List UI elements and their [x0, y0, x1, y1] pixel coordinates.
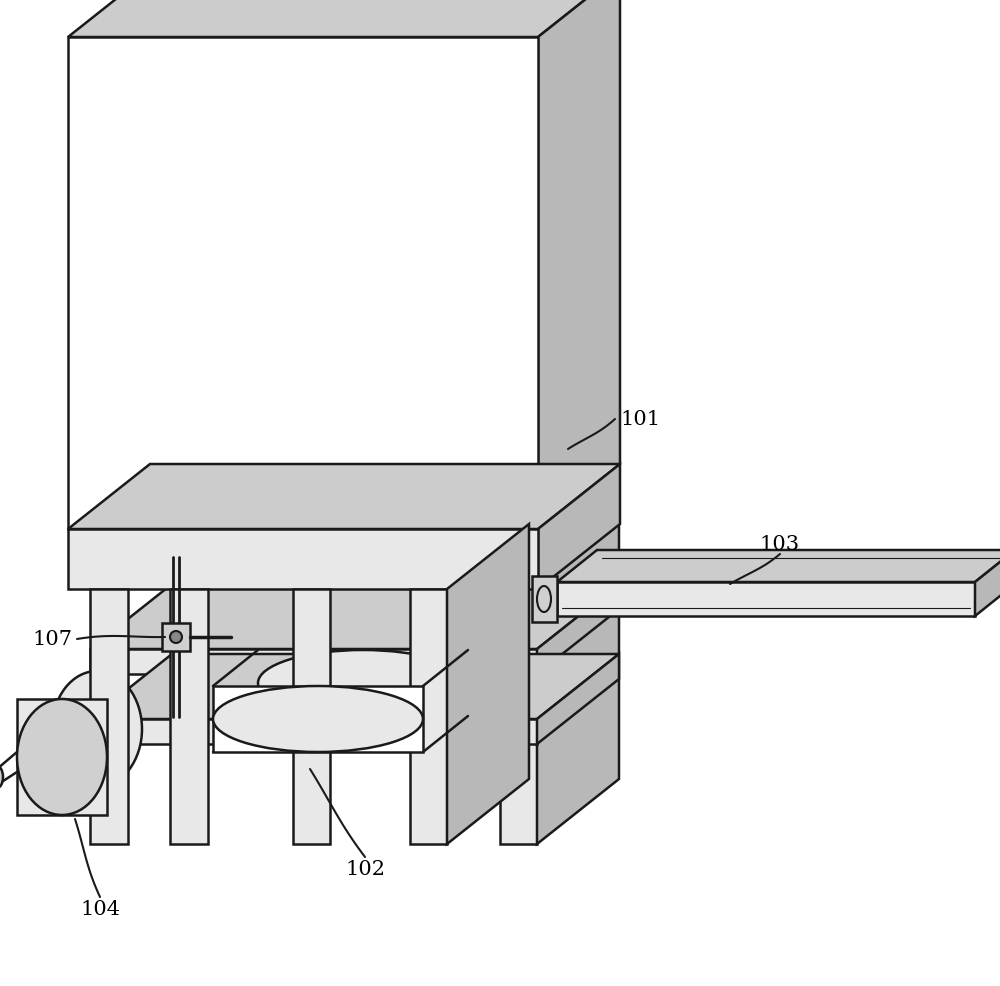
- Polygon shape: [90, 719, 537, 744]
- Polygon shape: [68, 529, 538, 590]
- Polygon shape: [537, 585, 619, 674]
- Polygon shape: [90, 585, 619, 650]
- Polygon shape: [68, 0, 620, 38]
- Polygon shape: [447, 525, 529, 844]
- Polygon shape: [532, 577, 557, 622]
- Ellipse shape: [258, 651, 468, 716]
- Polygon shape: [293, 590, 330, 844]
- Polygon shape: [538, 0, 620, 529]
- Polygon shape: [162, 623, 190, 652]
- Polygon shape: [68, 38, 538, 529]
- Ellipse shape: [170, 631, 182, 643]
- Polygon shape: [90, 655, 619, 719]
- Polygon shape: [68, 464, 620, 529]
- Ellipse shape: [17, 699, 107, 815]
- Text: 103: 103: [760, 535, 800, 554]
- Polygon shape: [170, 590, 208, 844]
- Polygon shape: [410, 590, 447, 844]
- Polygon shape: [557, 583, 975, 616]
- Ellipse shape: [52, 671, 142, 787]
- Text: 101: 101: [620, 410, 660, 429]
- Polygon shape: [537, 655, 619, 744]
- Polygon shape: [537, 525, 619, 844]
- Text: 107: 107: [32, 630, 72, 649]
- Polygon shape: [213, 686, 423, 752]
- Ellipse shape: [0, 766, 3, 788]
- Polygon shape: [975, 550, 1000, 616]
- Polygon shape: [538, 464, 620, 590]
- Ellipse shape: [537, 587, 551, 612]
- Text: 102: 102: [345, 860, 385, 879]
- Polygon shape: [557, 550, 1000, 583]
- Ellipse shape: [213, 686, 423, 752]
- Polygon shape: [90, 590, 128, 844]
- Polygon shape: [90, 650, 537, 674]
- Polygon shape: [500, 590, 537, 844]
- Text: 104: 104: [80, 899, 120, 919]
- Polygon shape: [17, 699, 107, 815]
